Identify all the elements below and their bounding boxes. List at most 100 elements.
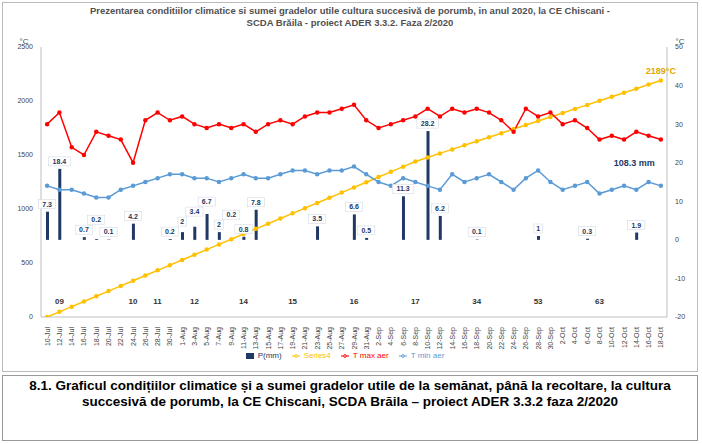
svg-text:2000: 2000 (17, 97, 33, 104)
svg-text:26-Jul: 26-Jul (142, 327, 149, 347)
svg-text:108.3 mm: 108.3 mm (614, 158, 655, 168)
svg-text:10-Jul: 10-Jul (44, 327, 51, 347)
svg-text:4.2: 4.2 (128, 213, 138, 220)
svg-text:24-Sep: 24-Sep (510, 327, 518, 350)
svg-text:16-Jul: 16-Jul (80, 327, 87, 347)
svg-text:10: 10 (675, 198, 683, 205)
svg-text:6-Oct: 6-Oct (584, 327, 591, 344)
svg-text:3.5: 3.5 (312, 215, 322, 222)
svg-text:18-Oct: 18-Oct (657, 327, 664, 348)
svg-text:5-Aug: 5-Aug (203, 327, 211, 346)
svg-text:18-Jul: 18-Jul (93, 327, 100, 347)
svg-text:16-Sep: 16-Sep (461, 327, 469, 350)
svg-text:6-Sep: 6-Sep (400, 327, 408, 346)
svg-text:30: 30 (675, 121, 683, 128)
svg-text:11-Aug: 11-Aug (240, 327, 248, 349)
svg-text:27-Aug: 27-Aug (338, 327, 346, 350)
svg-text:6.7: 6.7 (202, 198, 212, 205)
svg-text:11.3: 11.3 (396, 185, 409, 192)
svg-text:8-Sep: 8-Sep (412, 327, 420, 346)
svg-text:30-Jul: 30-Jul (166, 327, 173, 347)
svg-text:14: 14 (239, 297, 248, 306)
svg-text:12-Oct: 12-Oct (621, 327, 628, 348)
svg-text:1.9: 1.9 (631, 222, 641, 229)
svg-text:20: 20 (675, 159, 683, 166)
svg-text:19-Aug: 19-Aug (289, 327, 297, 350)
svg-text:7-Aug: 7-Aug (215, 327, 223, 346)
svg-text:0.3: 0.3 (582, 228, 592, 235)
svg-text:0.2: 0.2 (226, 211, 236, 218)
svg-text:18-Sep: 18-Sep (473, 327, 481, 350)
svg-text:23-Aug: 23-Aug (314, 327, 322, 350)
svg-text:7.3: 7.3 (42, 201, 52, 208)
svg-text:-10: -10 (675, 275, 685, 282)
svg-text:34: 34 (472, 297, 481, 306)
svg-text:21-Aug: 21-Aug (301, 327, 309, 350)
svg-text:4-Sep: 4-Sep (387, 327, 395, 346)
svg-text:2-Oct: 2-Oct (559, 327, 566, 344)
svg-text:12-Jul: 12-Jul (56, 327, 63, 347)
svg-text:22-Sep: 22-Sep (498, 327, 506, 350)
svg-text:40: 40 (675, 82, 683, 89)
svg-text:22-Jul: 22-Jul (117, 327, 124, 347)
svg-text:2-Sep: 2-Sep (375, 327, 383, 346)
svg-text:16: 16 (350, 297, 359, 306)
svg-text:0.1: 0.1 (104, 228, 114, 235)
svg-text:17: 17 (411, 297, 420, 306)
svg-text:28-Sep: 28-Sep (535, 327, 543, 350)
svg-text:31-Aug: 31-Aug (363, 327, 371, 350)
svg-text:53: 53 (534, 297, 543, 306)
svg-text:20-Sep: 20-Sep (486, 327, 494, 350)
svg-text:3.4: 3.4 (190, 208, 200, 215)
svg-text:2189°C: 2189°C (646, 66, 677, 76)
svg-text:11: 11 (153, 297, 162, 306)
svg-text:7.8: 7.8 (251, 199, 261, 206)
svg-text:0.5: 0.5 (361, 227, 371, 234)
svg-text:0.2: 0.2 (91, 216, 101, 223)
svg-text:500: 500 (21, 259, 33, 266)
svg-text:1-Aug: 1-Aug (179, 327, 187, 346)
svg-text:17-Aug: 17-Aug (277, 327, 285, 350)
svg-text:0.1: 0.1 (472, 228, 482, 235)
svg-text:°C: °C (676, 37, 685, 46)
svg-text:-20: -20 (675, 313, 685, 320)
svg-text:1: 1 (536, 225, 540, 232)
svg-text:14-Sep: 14-Sep (449, 327, 457, 350)
svg-text:0: 0 (675, 236, 679, 243)
svg-text:18.4: 18.4 (53, 158, 67, 165)
svg-text:2: 2 (217, 221, 221, 228)
svg-text:6.2: 6.2 (435, 205, 445, 212)
svg-text:15: 15 (288, 297, 297, 306)
svg-text:13-Aug: 13-Aug (252, 327, 260, 350)
svg-text:0: 0 (29, 313, 33, 320)
svg-text:09: 09 (55, 297, 64, 306)
svg-text:1000: 1000 (17, 205, 33, 212)
svg-text:26-Sep: 26-Sep (522, 327, 530, 350)
svg-text:10-Oct: 10-Oct (608, 327, 615, 348)
svg-text:16-Oct: 16-Oct (645, 327, 652, 348)
svg-text:6.6: 6.6 (349, 203, 359, 210)
svg-text:°C: °C (20, 37, 29, 46)
svg-text:28.2: 28.2 (421, 120, 435, 127)
svg-text:29-Aug: 29-Aug (351, 327, 359, 350)
svg-text:0.7: 0.7 (79, 226, 89, 233)
svg-text:28-Jul: 28-Jul (154, 327, 161, 347)
svg-text:15-Aug: 15-Aug (265, 327, 273, 350)
svg-text:12-Sep: 12-Sep (436, 327, 444, 350)
svg-text:24-Jul: 24-Jul (130, 327, 137, 347)
svg-text:1500: 1500 (17, 151, 33, 158)
svg-text:30-Sep: 30-Sep (547, 327, 555, 350)
svg-text:14-Jul: 14-Jul (68, 327, 75, 347)
svg-text:63: 63 (595, 297, 604, 306)
svg-text:9-Aug: 9-Aug (228, 327, 236, 346)
svg-text:4-Oct: 4-Oct (571, 327, 578, 344)
svg-text:25-Aug: 25-Aug (326, 327, 334, 350)
svg-text:0.2: 0.2 (165, 228, 175, 235)
svg-text:8-Oct: 8-Oct (596, 327, 603, 344)
svg-text:10: 10 (129, 297, 138, 306)
svg-text:2: 2 (180, 218, 184, 225)
svg-text:3-Aug: 3-Aug (191, 327, 199, 346)
svg-text:14-Oct: 14-Oct (633, 327, 640, 348)
svg-text:12: 12 (190, 297, 199, 306)
svg-text:20-Jul: 20-Jul (105, 327, 112, 347)
